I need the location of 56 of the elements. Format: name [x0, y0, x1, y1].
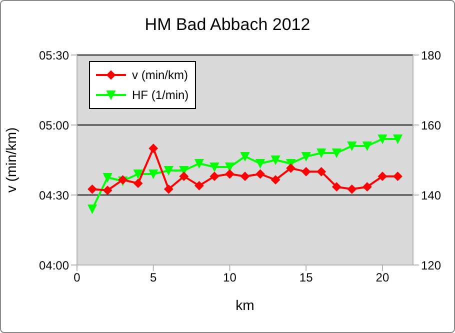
- point: [88, 184, 97, 194]
- point: [302, 152, 311, 161]
- point: [271, 156, 280, 164]
- chart-title: HM Bad Abbach 2012: [144, 15, 312, 35]
- point: [210, 162, 219, 172]
- point: [256, 159, 265, 168]
- point: [286, 164, 296, 173]
- point: [347, 142, 356, 150]
- y-tick-label: 05:00: [38, 118, 70, 132]
- point: [225, 162, 234, 172]
- point: [378, 134, 387, 144]
- point: [164, 166, 174, 175]
- legend-label: v (min/km): [132, 68, 188, 82]
- legend-label: HF (1/min): [132, 88, 189, 102]
- point: [134, 170, 143, 178]
- x-tick-label: 5: [150, 270, 158, 285]
- point: [194, 159, 204, 168]
- point: [164, 184, 174, 194]
- point: [332, 182, 342, 192]
- y-tick-label: 05:30: [38, 48, 70, 62]
- x-tick-label: 15: [299, 270, 314, 285]
- point: [362, 142, 372, 150]
- point: [88, 204, 97, 214]
- point: [225, 170, 234, 178]
- y2-tick-label: 140: [421, 188, 442, 202]
- point: [194, 181, 204, 190]
- point: [148, 170, 158, 178]
- y2-tick-label: 180: [421, 48, 442, 62]
- point: [362, 182, 372, 192]
- point: [134, 178, 143, 188]
- y-axis-title: v (min/km): [2, 127, 19, 193]
- point: [271, 175, 280, 184]
- y2-tick-label: 160: [421, 118, 442, 132]
- point: [316, 167, 326, 176]
- point: [302, 167, 311, 176]
- point: [256, 170, 265, 178]
- point: [332, 148, 342, 158]
- point: [316, 148, 326, 158]
- point: [210, 172, 219, 181]
- y-tick-label: 04:30: [38, 188, 70, 202]
- y2-tick-label: 120: [421, 258, 442, 272]
- x-axis-title: km: [236, 297, 254, 313]
- point: [240, 152, 250, 161]
- point: [393, 172, 402, 181]
- point: [148, 144, 158, 153]
- x-tick-label: 20: [376, 270, 390, 285]
- point: [103, 186, 112, 195]
- point: [378, 172, 387, 181]
- point: [393, 134, 402, 144]
- y-tick-label: 04:00: [38, 258, 70, 272]
- point: [179, 172, 188, 181]
- point: [347, 184, 356, 194]
- x-tick-label: 0: [74, 270, 81, 285]
- point: [103, 173, 112, 182]
- x-tick-label: 10: [223, 270, 237, 285]
- point: [240, 172, 250, 181]
